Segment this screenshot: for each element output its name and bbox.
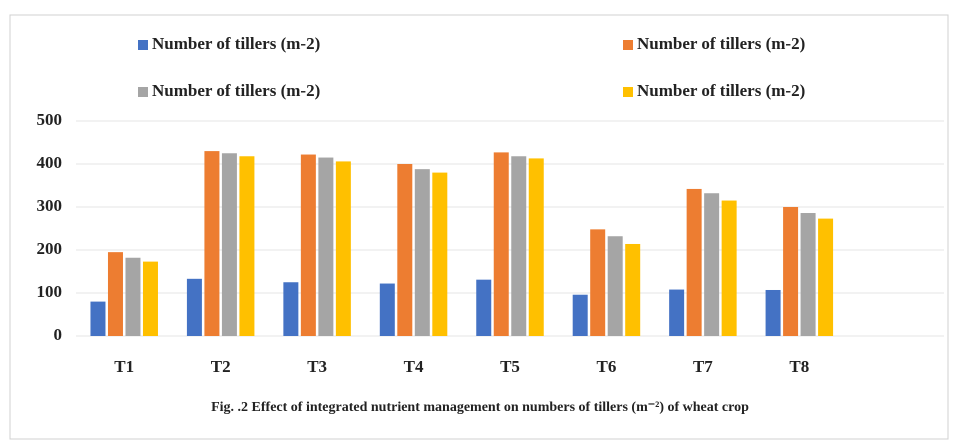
legend-label: Number of tillers (m-2) [637, 81, 805, 100]
bar [221, 153, 237, 336]
bar [721, 200, 737, 336]
bar [90, 301, 106, 336]
bar [800, 213, 816, 336]
y-tick-label: 100 [37, 282, 63, 301]
x-tick-label: T3 [307, 357, 327, 376]
bar [379, 283, 395, 336]
frame [9, 14, 949, 440]
bar [686, 188, 702, 336]
legend-label: Number of tillers (m-2) [152, 34, 320, 53]
x-tick-label: T7 [693, 357, 713, 376]
bar [142, 261, 158, 336]
bar [107, 252, 123, 336]
bar [572, 294, 588, 336]
bar [625, 243, 641, 336]
y-tick-label: 400 [37, 153, 63, 172]
x-tick-label: T1 [114, 357, 134, 376]
bar [414, 169, 430, 336]
bar [125, 257, 141, 336]
bar [204, 151, 220, 336]
bar [511, 156, 527, 336]
x-tick-label: T6 [597, 357, 617, 376]
bar [590, 229, 606, 336]
bar [528, 158, 544, 336]
legend-swatch [138, 87, 148, 97]
bar [704, 193, 720, 336]
bar [493, 152, 509, 336]
bar [669, 289, 685, 336]
bar [239, 156, 255, 336]
bar [476, 279, 492, 336]
bar [300, 154, 316, 336]
x-tick-label: T5 [500, 357, 520, 376]
bar [318, 157, 334, 336]
x-tick-label: T2 [211, 357, 231, 376]
legend-swatch [623, 87, 633, 97]
bar [765, 289, 781, 336]
bar [783, 207, 799, 336]
bar [283, 282, 299, 336]
y-tick-label: 300 [37, 196, 63, 215]
y-tick-label: 200 [37, 239, 63, 258]
legend-label: Number of tillers (m-2) [637, 34, 805, 53]
bar [432, 172, 448, 336]
bar [607, 236, 623, 336]
bar [397, 164, 413, 336]
x-tick-label: T4 [404, 357, 424, 376]
bar [186, 278, 202, 336]
legend-swatch [623, 40, 633, 50]
bar [818, 218, 834, 336]
x-tick-label: T8 [789, 357, 809, 376]
caption: Fig. .2 Effect of integrated nutrient ma… [211, 400, 749, 415]
legend-swatch [138, 40, 148, 50]
y-tick-label: 0 [54, 325, 63, 344]
bar [335, 161, 351, 336]
legend-label: Number of tillers (m-2) [152, 81, 320, 100]
y-tick-label: 500 [37, 110, 63, 129]
